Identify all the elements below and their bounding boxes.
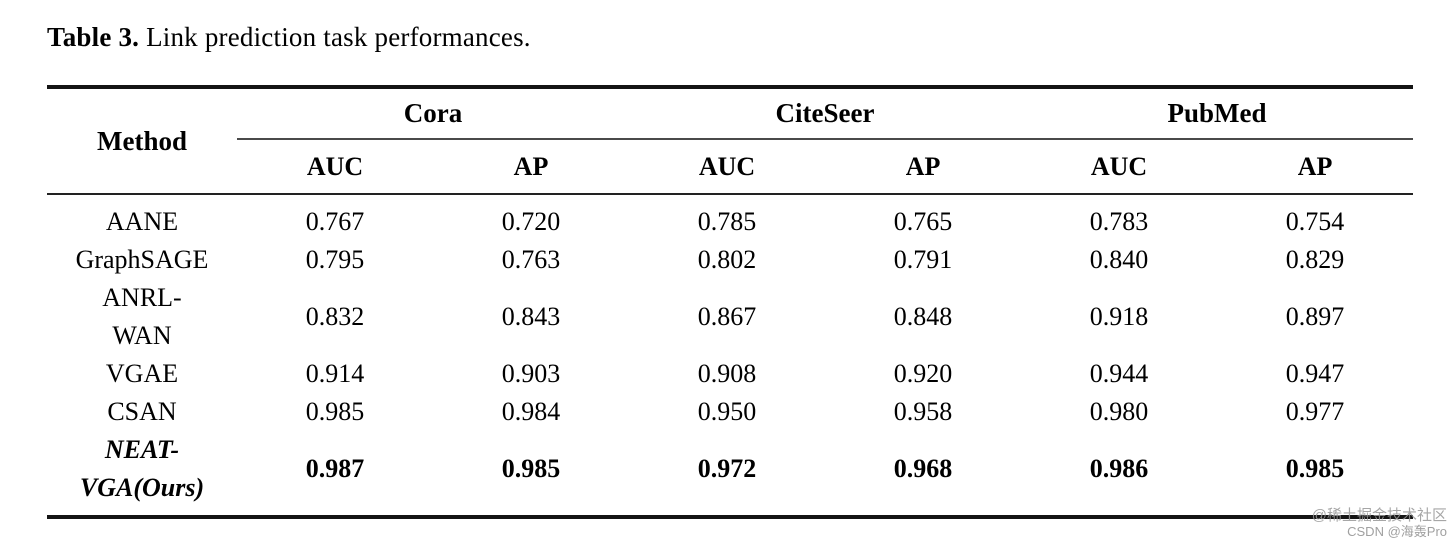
value-cell: 0.985 bbox=[305, 397, 365, 426]
value-cell: 0.947 bbox=[1285, 359, 1345, 388]
group-header-row: Method Cora CiteSeer PubMed bbox=[47, 87, 1414, 195]
value-cell: 0.918 bbox=[1089, 302, 1149, 331]
value-cell: 0.840 bbox=[1089, 245, 1149, 274]
method-cell: AANE bbox=[105, 207, 179, 236]
value-cell: 0.985 bbox=[1285, 454, 1345, 483]
value-cell: 0.829 bbox=[1285, 245, 1345, 274]
method-cell: NEAT- VGA(Ours) bbox=[79, 435, 205, 502]
subheader-pubmed-auc: AUC bbox=[1021, 139, 1218, 195]
value-cell: 0.950 bbox=[697, 397, 757, 426]
subheader-cora-auc: AUC bbox=[237, 139, 433, 195]
value-cell: 0.920 bbox=[893, 359, 953, 388]
method-cell: ANRL- WAN bbox=[102, 283, 182, 350]
value-cell: 0.791 bbox=[893, 245, 953, 274]
group-header-pubmed: PubMed bbox=[1021, 87, 1414, 140]
value-cell: 0.795 bbox=[305, 245, 365, 274]
table-row-anrl-wan: ANRL- WAN 0.832 0.843 0.867 0.848 0.918 … bbox=[47, 279, 1413, 355]
value-cell: 0.765 bbox=[893, 207, 953, 236]
table-row-aane: AANE 0.767 0.720 0.785 0.765 0.783 0.754 bbox=[47, 194, 1413, 241]
link-prediction-table: Method Cora CiteSeer PubMed AUC AP AUC A… bbox=[47, 85, 1414, 519]
subheader-citeseer-auc: AUC bbox=[629, 139, 826, 195]
method-column-header: Method bbox=[47, 87, 237, 195]
value-cell: 0.987 bbox=[305, 454, 365, 483]
value-cell: 0.763 bbox=[501, 245, 561, 274]
value-cell: 0.843 bbox=[501, 302, 561, 331]
value-cell: 0.972 bbox=[697, 454, 757, 483]
value-cell: 0.720 bbox=[501, 207, 561, 236]
table-row-vgae: VGAE 0.914 0.903 0.908 0.920 0.944 0.947 bbox=[47, 355, 1413, 393]
value-cell: 0.977 bbox=[1285, 397, 1345, 426]
value-cell: 0.986 bbox=[1089, 454, 1149, 483]
method-cell: GraphSAGE bbox=[75, 245, 209, 274]
value-cell: 0.848 bbox=[893, 302, 953, 331]
table-caption: Table 3. Link prediction task performanc… bbox=[47, 22, 531, 53]
subheader-pubmed-ap: AP bbox=[1217, 139, 1414, 195]
group-header-cora: Cora bbox=[237, 87, 630, 140]
method-cell: CSAN bbox=[107, 397, 177, 426]
group-header-citeseer: CiteSeer bbox=[629, 87, 1022, 140]
value-cell: 0.903 bbox=[501, 359, 561, 388]
value-cell: 0.767 bbox=[305, 207, 365, 236]
value-cell: 0.968 bbox=[893, 454, 953, 483]
value-cell: 0.754 bbox=[1285, 207, 1345, 236]
table-row-neat-vga-ours: NEAT- VGA(Ours) 0.987 0.985 0.972 0.968 … bbox=[47, 431, 1413, 517]
value-cell: 0.958 bbox=[893, 397, 953, 426]
value-cell: 0.908 bbox=[697, 359, 757, 388]
value-cell: 0.897 bbox=[1285, 302, 1345, 331]
value-cell: 0.783 bbox=[1089, 207, 1149, 236]
watermark-csdn-text: CSDN @海轰Pro bbox=[1347, 524, 1447, 539]
value-cell: 0.785 bbox=[697, 207, 757, 236]
value-cell: 0.980 bbox=[1089, 397, 1149, 426]
table-row-csan: CSAN 0.985 0.984 0.950 0.958 0.980 0.977 bbox=[47, 393, 1413, 431]
table-row-graphsage: GraphSAGE 0.795 0.763 0.802 0.791 0.840 … bbox=[47, 241, 1413, 279]
subheader-row: AUC AP AUC AP AUC AP bbox=[47, 139, 1414, 195]
value-cell: 0.867 bbox=[697, 302, 757, 331]
value-cell: 0.832 bbox=[305, 302, 365, 331]
table-caption-label: Table 3. bbox=[47, 22, 140, 52]
value-cell: 0.984 bbox=[501, 397, 561, 426]
value-cell: 0.985 bbox=[501, 454, 561, 483]
subheader-citeseer-ap: AP bbox=[825, 139, 1022, 195]
value-cell: 0.944 bbox=[1089, 359, 1149, 388]
method-cell: VGAE bbox=[105, 359, 179, 388]
value-cell: 0.802 bbox=[697, 245, 757, 274]
subheader-cora-ap: AP bbox=[433, 139, 630, 195]
table-caption-text: Link prediction task performances. bbox=[139, 22, 531, 52]
value-cell: 0.914 bbox=[305, 359, 365, 388]
